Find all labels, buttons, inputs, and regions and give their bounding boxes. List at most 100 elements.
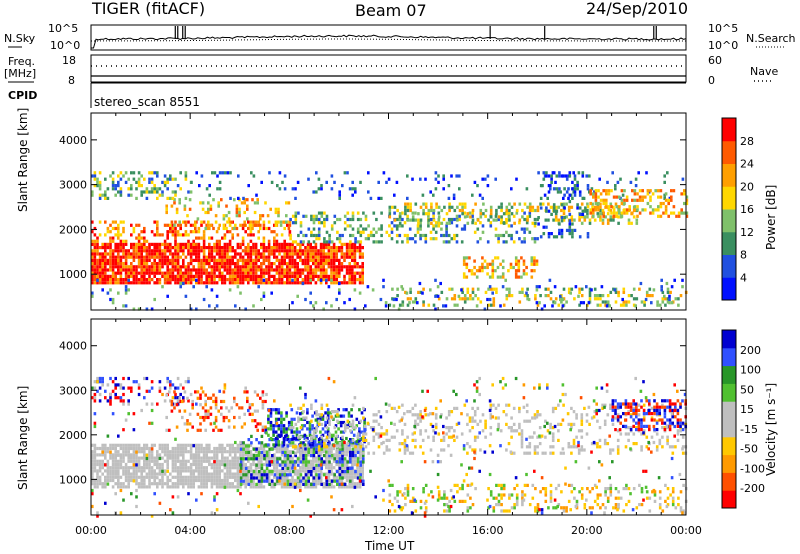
velocity-cell — [171, 459, 175, 463]
power-cell — [462, 262, 466, 266]
power-cell — [283, 174, 287, 178]
power-cell — [596, 294, 600, 298]
power-cell — [323, 217, 326, 222]
velocity-cell — [143, 469, 146, 473]
power-cell — [213, 262, 216, 266]
velocity-cell — [337, 408, 340, 412]
power-cell — [440, 208, 444, 213]
velocity-cell — [117, 450, 120, 454]
power-cell — [98, 274, 102, 278]
velocity-cell — [221, 456, 224, 460]
power-cell — [452, 196, 456, 200]
power-cell — [534, 221, 537, 225]
velocity-cell — [274, 436, 278, 441]
power-cell — [317, 227, 321, 231]
velocity-cell — [231, 446, 234, 451]
velocity-cell — [348, 469, 351, 473]
velocity-cell — [354, 445, 357, 449]
power-cell — [274, 207, 278, 211]
velocity-cell — [338, 447, 342, 451]
power-cell — [265, 265, 268, 269]
velocity-cell — [272, 408, 275, 412]
power-cell — [534, 208, 537, 213]
power-cell — [234, 304, 237, 308]
power-cell — [252, 304, 255, 308]
power-cell — [560, 228, 564, 232]
power-cell — [486, 265, 489, 270]
power-cell — [117, 255, 120, 259]
velocity-cell — [319, 443, 322, 447]
velocity-cell — [109, 456, 112, 460]
power-cell — [187, 242, 190, 246]
power-cell — [231, 246, 234, 250]
power-cell — [158, 242, 162, 246]
power-cell — [91, 278, 94, 282]
power-cell — [481, 265, 484, 270]
velocity-cell — [273, 469, 276, 473]
power-cell — [405, 291, 409, 295]
velocity-cell — [310, 482, 313, 486]
power-cell — [322, 265, 325, 269]
velocity-cell — [277, 443, 281, 447]
power-cell — [127, 268, 130, 272]
power-cell — [192, 230, 195, 234]
power-cell — [314, 262, 318, 266]
velocity-cell — [189, 392, 193, 397]
velocity-cell — [315, 410, 318, 414]
velocity-cell — [135, 459, 138, 463]
power-cell — [283, 258, 286, 262]
power-cell — [189, 271, 193, 275]
power-cell — [427, 208, 431, 213]
velocity-cell — [257, 470, 261, 474]
velocity-cell — [226, 475, 229, 479]
power-cell — [306, 265, 310, 269]
power-cell — [98, 193, 102, 197]
velocity-cell — [277, 417, 281, 421]
power-cell — [150, 190, 154, 194]
velocity-cell — [272, 424, 275, 428]
power-cell — [254, 281, 258, 285]
power-cell — [174, 262, 177, 266]
power-cell — [351, 252, 354, 256]
power-cell — [466, 221, 470, 225]
velocity-cell — [179, 383, 182, 387]
velocity-cell — [307, 479, 310, 483]
power-cell — [288, 223, 292, 227]
power-cell — [450, 217, 454, 222]
power-cell — [202, 268, 206, 272]
velocity-cell — [91, 450, 94, 454]
power-cell — [267, 239, 271, 243]
power-cell — [217, 204, 220, 208]
velocity-cell — [225, 406, 228, 410]
power-cell — [114, 193, 117, 197]
power-cell — [353, 258, 357, 262]
velocity-cell — [264, 443, 268, 447]
velocity-cell — [109, 469, 112, 473]
power-cell — [273, 281, 276, 285]
velocity-cell — [325, 438, 329, 442]
velocity-cell — [349, 454, 352, 458]
velocity-cell — [308, 424, 312, 428]
power-cell — [545, 174, 548, 178]
power-cell — [623, 189, 626, 193]
power-cell — [398, 212, 402, 216]
power-cell — [93, 268, 97, 272]
power-cell — [547, 209, 551, 213]
power-cell — [515, 211, 519, 215]
power-cell — [518, 300, 522, 304]
velocity-cell — [260, 443, 263, 447]
velocity-cell — [285, 430, 288, 434]
velocity-cell — [187, 475, 190, 479]
velocity-cell — [278, 463, 282, 467]
power-cell — [466, 297, 470, 301]
power-cell — [617, 290, 620, 294]
power-cell — [332, 281, 336, 285]
power-cell — [312, 268, 315, 272]
power-cell — [338, 240, 342, 244]
velocity-cell — [96, 459, 99, 463]
velocity-cell — [348, 446, 351, 451]
power-cell — [315, 217, 318, 222]
velocity-cell — [165, 393, 168, 397]
power-cell — [602, 214, 605, 218]
power-cell — [127, 249, 130, 253]
